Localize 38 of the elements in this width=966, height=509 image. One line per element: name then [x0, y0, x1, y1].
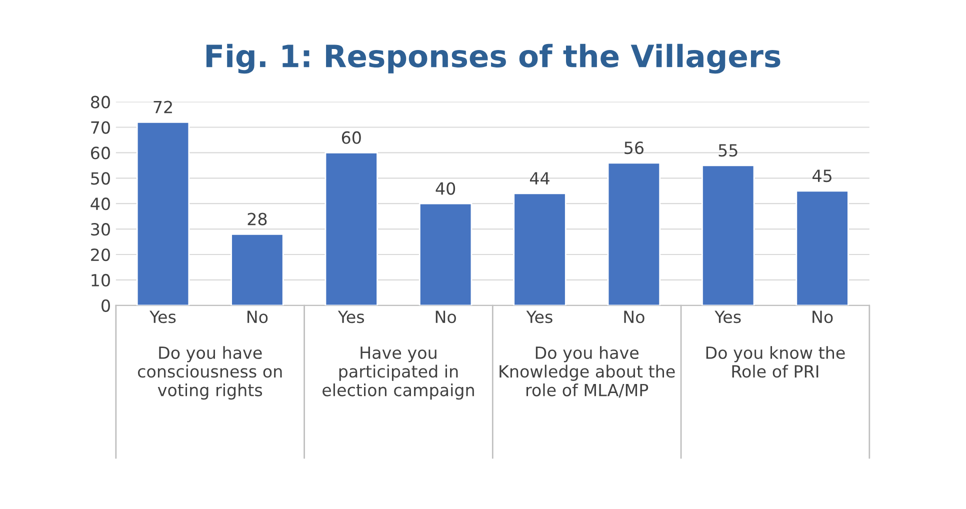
data-label: 40: [436, 182, 456, 195]
x-tick-label: Yes: [526, 310, 552, 324]
text: Have you participated in election campaign: [322, 346, 474, 400]
bar: [136, 121, 190, 306]
text: Do you have Knowledge about the role of MLA/MP: [500, 346, 675, 398]
y-tick-label: 20: [91, 248, 110, 262]
x-tick-label: No: [436, 310, 456, 324]
y-tick-label: 10: [92, 274, 110, 287]
y-tick-label: 50: [91, 172, 110, 185]
bar: [607, 162, 661, 306]
data-label: 60: [342, 131, 361, 144]
text: Do you have consciousness on voting rights: [138, 346, 282, 400]
data-label: 72: [154, 100, 172, 114]
chart-title: Fig. 1: Responses of the Villagers: [206, 44, 780, 74]
data-label: 28: [248, 212, 267, 226]
data-label: 55: [718, 144, 738, 157]
text: Do you know the Role of PRI: [706, 346, 845, 378]
x-tick-label: No: [812, 310, 833, 324]
bar: [513, 192, 566, 306]
y-tick-label: 0: [102, 299, 110, 312]
x-tick-label: No: [624, 310, 644, 324]
data-label: 45: [812, 170, 832, 182]
data-label: 44: [530, 172, 550, 184]
y-tick-label: 70: [91, 121, 110, 134]
bar: [230, 233, 284, 306]
bar: [418, 202, 472, 306]
bar: [796, 190, 849, 306]
data-label: 56: [624, 141, 644, 154]
y-tick-label: 40: [90, 198, 110, 210]
x-tick-label: Yes: [150, 310, 176, 324]
x-tick-label: No: [248, 310, 268, 324]
y-tick-label: 80: [90, 96, 110, 108]
bar: [324, 152, 378, 306]
bar: [702, 164, 755, 306]
x-tick-label: Yes: [338, 310, 364, 324]
x-tick-label: Yes: [714, 310, 741, 324]
y-tick-label: 60: [91, 146, 110, 160]
y-tick-label: 30: [91, 223, 110, 236]
